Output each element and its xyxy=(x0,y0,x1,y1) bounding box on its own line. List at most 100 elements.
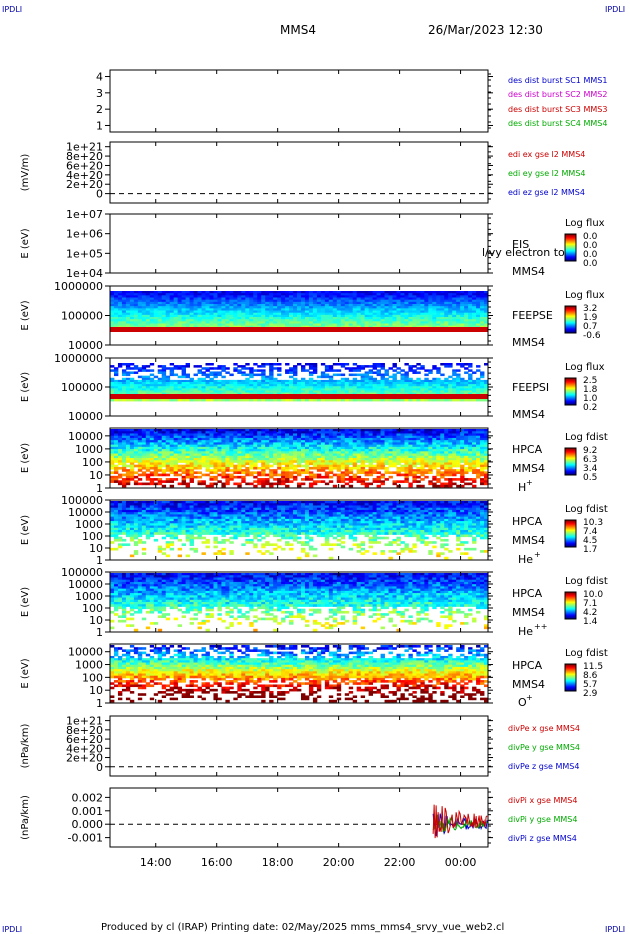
spectrogram-cell xyxy=(356,431,362,434)
spectrogram-cell xyxy=(161,458,167,461)
spectrogram-cell xyxy=(281,433,286,437)
spectrogram-cell xyxy=(209,462,214,466)
spectrogram-cell xyxy=(165,473,171,477)
spectrogram-cell xyxy=(316,308,322,311)
spectrogram-cell xyxy=(344,478,350,481)
spectrogram-cell xyxy=(225,482,230,486)
spectrogram-cell xyxy=(360,458,366,461)
spectrogram-cell xyxy=(145,442,151,446)
spectrogram-cell xyxy=(332,299,338,303)
spectrogram-cell xyxy=(221,317,226,320)
spectrogram-cell xyxy=(121,446,127,450)
spectrogram-cell xyxy=(233,458,238,461)
spectrogram-cell xyxy=(217,293,222,296)
spectrogram-cell xyxy=(189,442,194,446)
spectrogram-cell xyxy=(153,384,159,387)
spectrogram-cell xyxy=(241,382,246,385)
spectrogram-cell xyxy=(225,444,230,448)
spectrogram-cell xyxy=(420,321,425,324)
spectrogram-cell xyxy=(380,453,385,457)
spectrogram-cell xyxy=(193,304,198,307)
colorbar-segment xyxy=(565,401,576,403)
spectrogram-cell xyxy=(297,319,302,322)
spectrogram-cell xyxy=(384,297,389,301)
spectrogram-cell xyxy=(456,392,461,396)
spectrogram-cell xyxy=(324,369,330,372)
spectrogram-cell xyxy=(368,482,374,486)
spectrogram-cell xyxy=(173,466,179,470)
spectrogram-cell xyxy=(348,323,354,327)
spectrogram-cell xyxy=(336,304,342,307)
spectrogram-cell xyxy=(169,367,175,370)
spectrogram-cell xyxy=(129,379,135,383)
spectrogram-cell xyxy=(201,482,206,486)
spectrogram-cell xyxy=(113,442,119,446)
colorbar-segment xyxy=(565,234,576,236)
spectrogram-cell xyxy=(165,295,171,298)
spectrogram-cell xyxy=(241,471,246,475)
spectrogram-cell xyxy=(229,462,234,466)
spectrogram-cell xyxy=(253,388,258,391)
spectrogram-cell xyxy=(241,301,246,305)
spectrogram-cell xyxy=(221,319,226,322)
spectrogram-cell xyxy=(384,299,389,303)
spectrogram-cell xyxy=(297,304,302,307)
spectrogram-cell xyxy=(189,473,194,477)
spectrogram-cell xyxy=(360,449,366,452)
spectrogram-cell xyxy=(169,442,175,446)
spectrogram-cell xyxy=(161,386,167,389)
spectrogram-cell xyxy=(110,386,115,389)
spectrogram-cell xyxy=(249,379,254,383)
spectrogram-cell xyxy=(133,321,139,324)
spectrogram-cell xyxy=(468,301,473,305)
spectrogram-cell xyxy=(277,388,282,391)
spectrogram-cell xyxy=(117,437,123,441)
spectrogram-cell xyxy=(360,388,366,391)
spectrogram-cell xyxy=(137,304,143,307)
spectrogram-cell xyxy=(452,291,457,294)
spectrogram-cell xyxy=(400,325,405,329)
spectrogram-cell xyxy=(352,466,358,470)
spectrogram-cell xyxy=(320,301,326,305)
colorbar-segment xyxy=(565,306,576,308)
spectrogram-cell xyxy=(281,462,286,466)
spectrogram-cell xyxy=(197,392,202,396)
spectrogram-cell xyxy=(328,440,334,443)
spectrogram-cell xyxy=(412,379,417,383)
spectrogram-cell xyxy=(396,469,401,472)
spectrogram-cell xyxy=(400,435,405,439)
spectrogram-cell xyxy=(293,460,298,463)
colorbar-segment xyxy=(565,244,576,247)
spectrogram-cell xyxy=(177,482,183,486)
spectrogram-cell xyxy=(424,317,429,320)
spectrogram-cell xyxy=(352,390,358,393)
spectrogram-cell xyxy=(145,388,151,391)
spectrogram-cell xyxy=(265,297,270,301)
spectrogram-cell xyxy=(444,304,449,307)
spectrogram-cell xyxy=(173,444,179,448)
spectrogram-cell xyxy=(185,379,190,383)
spectrogram-cell xyxy=(460,297,465,301)
spectrogram-cell xyxy=(110,453,115,457)
spectrogram-cell xyxy=(484,382,489,385)
spectrogram-cell xyxy=(141,462,147,466)
spectrogram-cell xyxy=(412,325,417,329)
spectrogram-cell xyxy=(312,482,318,486)
spectrogram-cell xyxy=(153,464,159,468)
spectrogram-cell xyxy=(432,365,437,368)
spectrogram-cell xyxy=(293,319,298,322)
spectrogram-cell xyxy=(293,388,298,391)
colorbar-tick-label: 0.0 xyxy=(583,241,598,251)
spectrogram-cell xyxy=(281,435,286,439)
spectrogram-cell xyxy=(412,317,417,320)
spectrogram-cell xyxy=(185,304,190,307)
spectrogram-cell xyxy=(396,293,401,296)
spectrogram-cell xyxy=(181,480,186,483)
spectrogram-cell xyxy=(149,373,155,377)
spectrogram-cell xyxy=(157,312,163,316)
spectrogram-cell xyxy=(440,363,445,366)
spectrogram-cell xyxy=(137,379,143,383)
spectrogram-cell xyxy=(392,297,397,301)
spectrogram-cell xyxy=(352,319,358,322)
spectrogram-cell xyxy=(392,375,397,379)
